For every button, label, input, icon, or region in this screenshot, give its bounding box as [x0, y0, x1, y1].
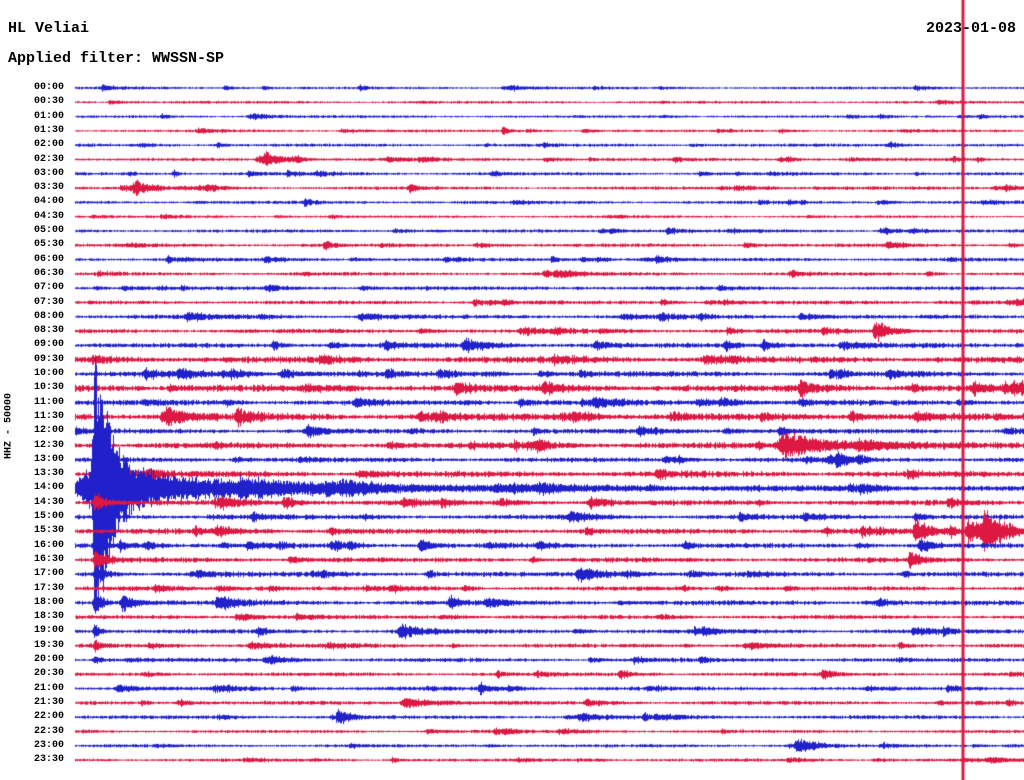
- time-label: 14:00: [33, 482, 64, 494]
- time-label: 02:00: [33, 139, 64, 151]
- time-label: 16:00: [33, 539, 64, 551]
- time-label: 05:30: [33, 239, 64, 251]
- time-label: 07:00: [33, 282, 64, 294]
- time-label: 11:30: [33, 410, 64, 422]
- time-label: 12:30: [33, 439, 64, 451]
- time-label: 07:30: [33, 296, 64, 308]
- station-name: HL Veliai: [8, 20, 90, 37]
- time-label: 13:00: [33, 453, 64, 465]
- time-label: 18:30: [33, 611, 64, 623]
- time-label: 00:30: [33, 96, 64, 108]
- time-label: 14:30: [33, 496, 64, 508]
- time-label: 03:00: [33, 167, 64, 179]
- time-label: 10:00: [33, 368, 64, 379]
- time-label: 17:30: [33, 582, 64, 594]
- time-label: 15:00: [33, 511, 64, 522]
- time-label: 01:00: [33, 110, 64, 122]
- time-label: 05:00: [33, 225, 64, 236]
- record-date: 2023-01-08: [925, 20, 1016, 37]
- time-label: 23:30: [33, 754, 64, 766]
- time-label: 11:00: [33, 396, 64, 408]
- filter-label: Applied filter: WWSSN-SP: [8, 50, 225, 67]
- time-label: 12:00: [33, 425, 64, 437]
- time-label: 15:30: [33, 525, 64, 537]
- time-label: 03:30: [33, 182, 64, 194]
- time-label: 17:00: [33, 568, 64, 580]
- time-label: 23:00: [33, 739, 64, 751]
- time-label: 22:00: [33, 711, 64, 723]
- time-label: 06:00: [33, 253, 64, 265]
- time-label: 16:30: [33, 553, 64, 565]
- time-label: 08:30: [33, 325, 64, 337]
- time-label: 01:30: [33, 124, 64, 136]
- time-label: 08:00: [33, 310, 64, 322]
- time-label: 19:00: [33, 625, 64, 637]
- time-label: 09:00: [33, 339, 64, 351]
- time-label: 00:00: [33, 82, 64, 93]
- time-label: 19:30: [33, 639, 64, 651]
- time-label: 21:30: [33, 696, 64, 708]
- time-label: 13:30: [33, 468, 64, 480]
- time-label: 09:30: [33, 353, 64, 365]
- time-label: 21:00: [33, 682, 64, 694]
- time-label: 20:00: [33, 654, 64, 665]
- time-label: 20:30: [33, 668, 64, 680]
- time-label: 04:30: [33, 210, 64, 222]
- time-label: 04:00: [33, 196, 64, 208]
- time-label: 06:30: [33, 267, 64, 279]
- time-label: 18:00: [33, 596, 64, 608]
- time-label: 02:30: [33, 153, 64, 165]
- time-label: 10:30: [33, 382, 64, 394]
- time-label: 22:30: [33, 725, 64, 737]
